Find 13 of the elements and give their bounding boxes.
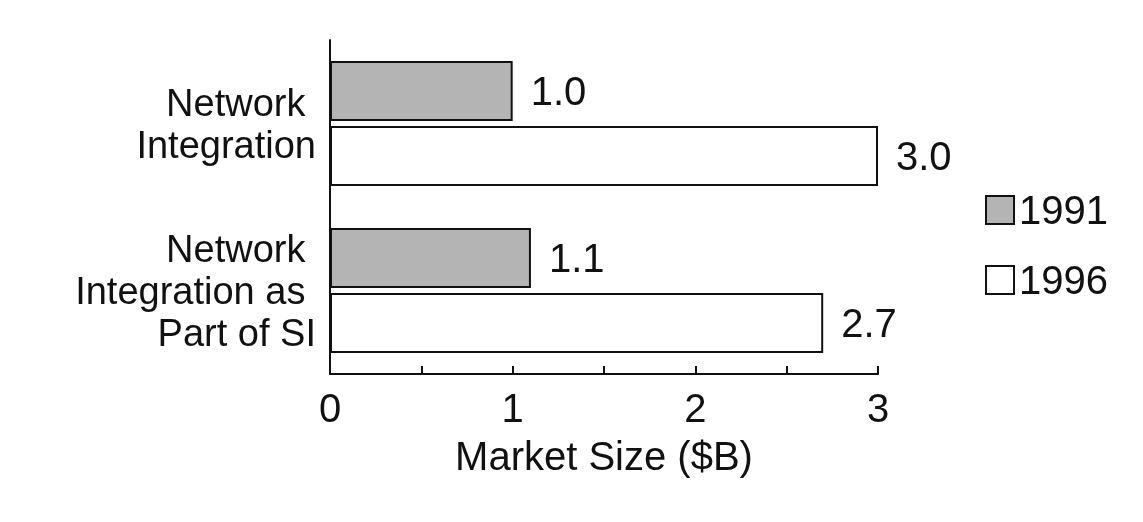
x-tick-label: 0	[318, 386, 342, 430]
data-label: 2.7	[841, 300, 897, 345]
x-tick-label: 3	[866, 386, 890, 430]
y-tick-label: Network Integration	[136, 81, 316, 166]
y-tick-label: Network Integration as Part of SI	[75, 227, 316, 354]
x-tick-label: 1	[501, 386, 524, 430]
legend-label: 1991	[1019, 188, 1108, 232]
legend-label: 1996	[1019, 258, 1108, 302]
x-tick-label: 2	[684, 386, 707, 430]
data-label: 1.0	[530, 69, 587, 114]
data-label: 3.0	[896, 133, 952, 178]
x-axis-title: Market Size ($B)	[455, 434, 753, 478]
data-label: 1.1	[548, 236, 605, 281]
